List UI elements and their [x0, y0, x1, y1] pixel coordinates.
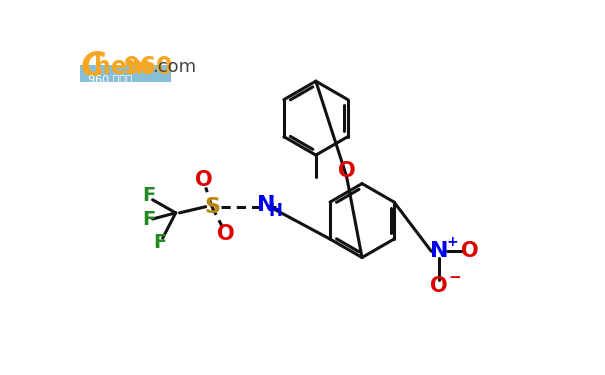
Text: F: F [142, 186, 155, 206]
Text: F: F [142, 210, 155, 228]
Text: N: N [257, 195, 275, 215]
Text: hem: hem [94, 54, 152, 78]
Text: F: F [154, 232, 167, 252]
FancyBboxPatch shape [80, 65, 171, 82]
Text: O: O [217, 224, 235, 244]
Text: O: O [461, 242, 479, 261]
Text: C: C [81, 50, 105, 83]
Text: 960 化工网: 960 化工网 [88, 74, 132, 84]
Text: S: S [204, 197, 220, 217]
Text: O: O [338, 160, 356, 180]
Text: O: O [195, 170, 213, 190]
Text: 960: 960 [124, 54, 174, 78]
Text: −: − [448, 270, 461, 285]
Text: .com: .com [152, 57, 196, 75]
Text: H: H [269, 201, 283, 219]
Text: O: O [430, 276, 448, 296]
Text: N: N [430, 242, 448, 261]
Text: +: + [446, 235, 459, 249]
